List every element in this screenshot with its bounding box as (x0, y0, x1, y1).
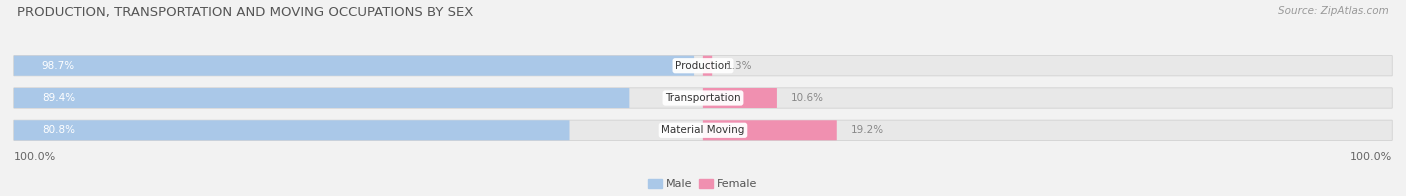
Text: Material Moving: Material Moving (661, 125, 745, 135)
Text: 1.3%: 1.3% (725, 61, 752, 71)
Text: Transportation: Transportation (665, 93, 741, 103)
FancyBboxPatch shape (14, 88, 630, 108)
Text: 100.0%: 100.0% (14, 152, 56, 162)
Legend: Male, Female: Male, Female (644, 174, 762, 193)
FancyBboxPatch shape (703, 120, 837, 140)
FancyBboxPatch shape (14, 56, 695, 76)
Text: 10.6%: 10.6% (790, 93, 824, 103)
FancyBboxPatch shape (703, 88, 778, 108)
Text: Source: ZipAtlas.com: Source: ZipAtlas.com (1278, 6, 1389, 16)
FancyBboxPatch shape (703, 56, 713, 76)
Text: 80.8%: 80.8% (42, 125, 75, 135)
Text: 19.2%: 19.2% (851, 125, 883, 135)
Text: Production: Production (675, 61, 731, 71)
Text: 89.4%: 89.4% (42, 93, 75, 103)
FancyBboxPatch shape (14, 120, 1392, 141)
Text: PRODUCTION, TRANSPORTATION AND MOVING OCCUPATIONS BY SEX: PRODUCTION, TRANSPORTATION AND MOVING OC… (17, 6, 474, 19)
FancyBboxPatch shape (14, 55, 1392, 76)
Text: 98.7%: 98.7% (42, 61, 75, 71)
Text: 100.0%: 100.0% (1350, 152, 1392, 162)
FancyBboxPatch shape (14, 88, 1392, 108)
FancyBboxPatch shape (14, 120, 569, 140)
